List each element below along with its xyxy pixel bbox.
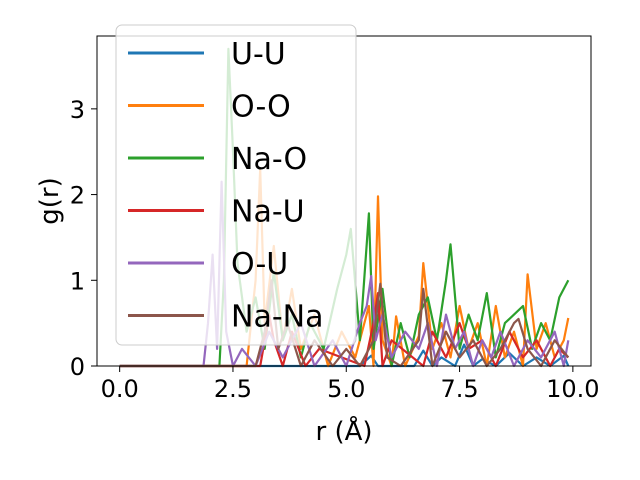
legend-label-o-o: O-O [231, 90, 291, 125]
legend-label-o-u: O-U [231, 247, 288, 282]
y-tick-label: 0 [70, 353, 85, 381]
legend: U-U O-O Na-O Na-U O-U Na-Na [115, 24, 357, 346]
x-tick-label: 0.0 [101, 375, 139, 403]
y-axis-label: g(r) [35, 177, 65, 224]
y-tick-label: 1 [70, 267, 85, 295]
legend-label-na-o: Na-O [231, 142, 307, 177]
x-tick-label: 2.5 [214, 375, 252, 403]
x-tick-label: 7.5 [440, 375, 478, 403]
x-tick-label: 10.0 [546, 375, 599, 403]
x-tick-label: 5.0 [327, 375, 365, 403]
axes-layer: 0.0 2.5 5.0 7.5 10.0 0 1 2 3 [70, 35, 600, 403]
y-tick-label: 3 [70, 96, 85, 124]
legend-label-na-u: Na-U [231, 195, 305, 230]
legend-box [115, 24, 357, 346]
x-axis-label: r (Å) [315, 415, 372, 447]
legend-label-na-na: Na-Na [231, 300, 323, 335]
legend-label-u-u: U-U [231, 37, 286, 72]
y-tick-label: 2 [70, 182, 85, 210]
